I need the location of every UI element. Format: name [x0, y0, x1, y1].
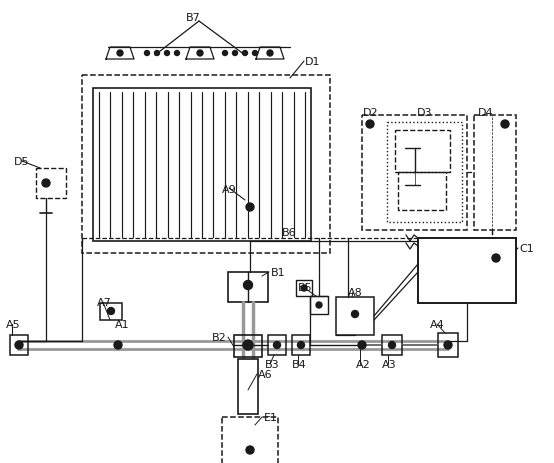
Bar	[36, 168, 66, 198]
Circle shape	[297, 342, 305, 349]
Text: A5: A5	[6, 320, 20, 330]
Circle shape	[301, 285, 307, 291]
Circle shape	[223, 50, 228, 56]
Circle shape	[492, 254, 500, 262]
Text: B1: B1	[271, 268, 286, 278]
Circle shape	[246, 446, 254, 454]
Text: A1: A1	[115, 320, 130, 330]
Circle shape	[155, 50, 160, 56]
Circle shape	[246, 203, 254, 211]
Circle shape	[107, 307, 115, 314]
Text: D3: D3	[417, 108, 433, 118]
Circle shape	[388, 342, 396, 349]
Circle shape	[501, 120, 509, 128]
Circle shape	[175, 50, 179, 56]
Text: B7: B7	[186, 13, 201, 23]
Text: D2: D2	[363, 108, 378, 118]
Circle shape	[244, 281, 253, 289]
Text: A7: A7	[97, 298, 112, 308]
Text: A3: A3	[382, 360, 397, 370]
Bar	[382, 335, 402, 355]
Circle shape	[114, 341, 122, 349]
Text: D1: D1	[305, 57, 321, 67]
Text: A9: A9	[222, 185, 237, 195]
Circle shape	[316, 302, 322, 308]
Bar	[82, 75, 330, 253]
Bar	[362, 115, 467, 230]
Text: B5: B5	[298, 283, 312, 293]
Text: D5: D5	[14, 157, 29, 167]
Text: B4: B4	[292, 360, 307, 370]
Text: D4: D4	[478, 108, 494, 118]
Circle shape	[358, 341, 366, 349]
Bar	[234, 335, 262, 357]
Circle shape	[233, 50, 238, 56]
Text: A8: A8	[348, 288, 363, 298]
Text: A6: A6	[258, 370, 273, 380]
Text: B3: B3	[265, 360, 280, 370]
Circle shape	[42, 179, 50, 187]
Bar	[222, 417, 278, 463]
Bar	[100, 303, 122, 320]
Bar	[10, 335, 28, 355]
Circle shape	[243, 50, 248, 56]
Circle shape	[243, 340, 253, 350]
Bar	[238, 359, 258, 414]
Bar	[438, 333, 458, 357]
Bar	[296, 280, 312, 296]
Circle shape	[366, 120, 374, 128]
Circle shape	[267, 50, 273, 56]
Bar	[310, 296, 328, 314]
Circle shape	[117, 50, 123, 56]
Bar	[387, 122, 462, 222]
Bar	[93, 88, 311, 241]
Bar	[398, 172, 446, 210]
Circle shape	[444, 341, 452, 349]
Bar	[292, 335, 310, 355]
Text: E1: E1	[264, 413, 278, 423]
Bar	[418, 238, 516, 303]
Text: B2: B2	[212, 333, 227, 343]
Circle shape	[253, 50, 258, 56]
Bar	[474, 115, 516, 230]
Circle shape	[351, 311, 358, 318]
Circle shape	[15, 341, 23, 349]
Text: A4: A4	[430, 320, 445, 330]
Bar	[228, 272, 268, 302]
Text: A2: A2	[356, 360, 371, 370]
Circle shape	[165, 50, 170, 56]
Circle shape	[274, 342, 280, 349]
Circle shape	[197, 50, 203, 56]
Bar	[336, 297, 374, 335]
Text: B6: B6	[282, 228, 296, 238]
Text: C1: C1	[519, 244, 534, 254]
Circle shape	[145, 50, 150, 56]
Bar	[395, 130, 450, 172]
Bar	[268, 335, 286, 355]
